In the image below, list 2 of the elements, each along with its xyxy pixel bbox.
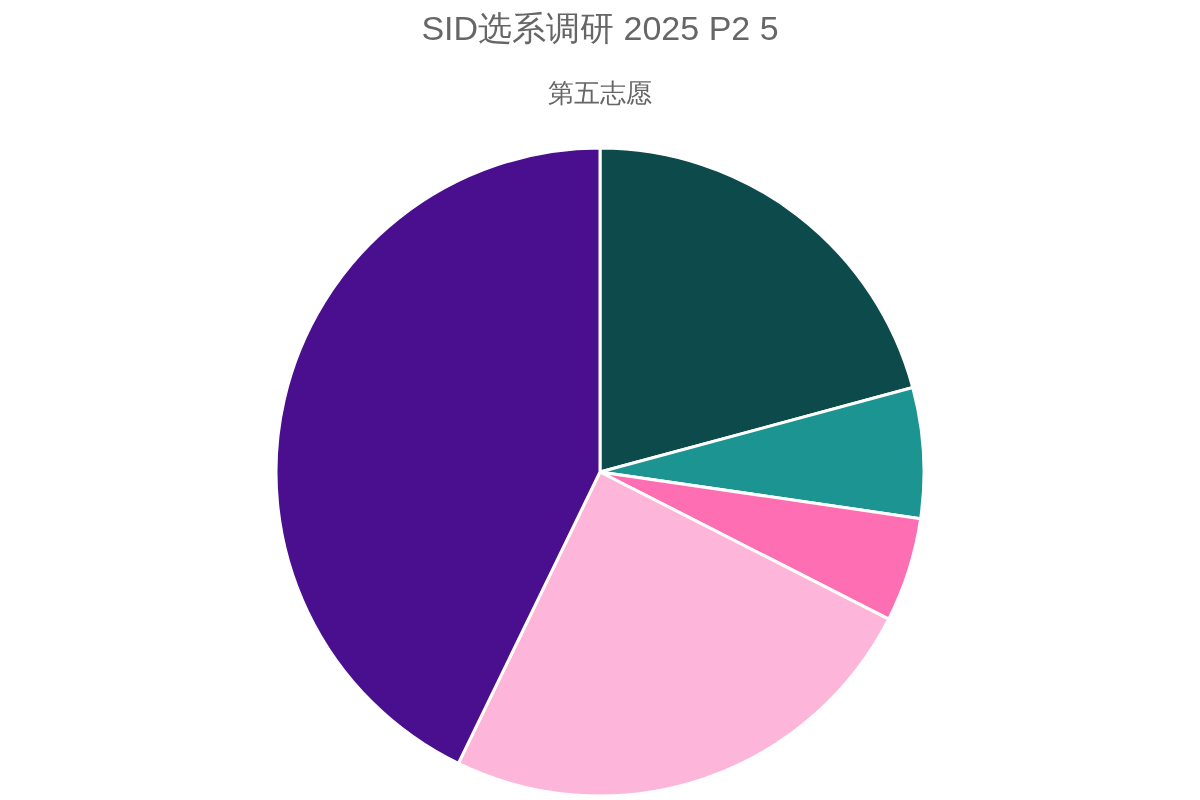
subtitle: 第五志愿 [548,78,652,108]
title: SID选系调研 2025 P2 5 [421,9,779,47]
